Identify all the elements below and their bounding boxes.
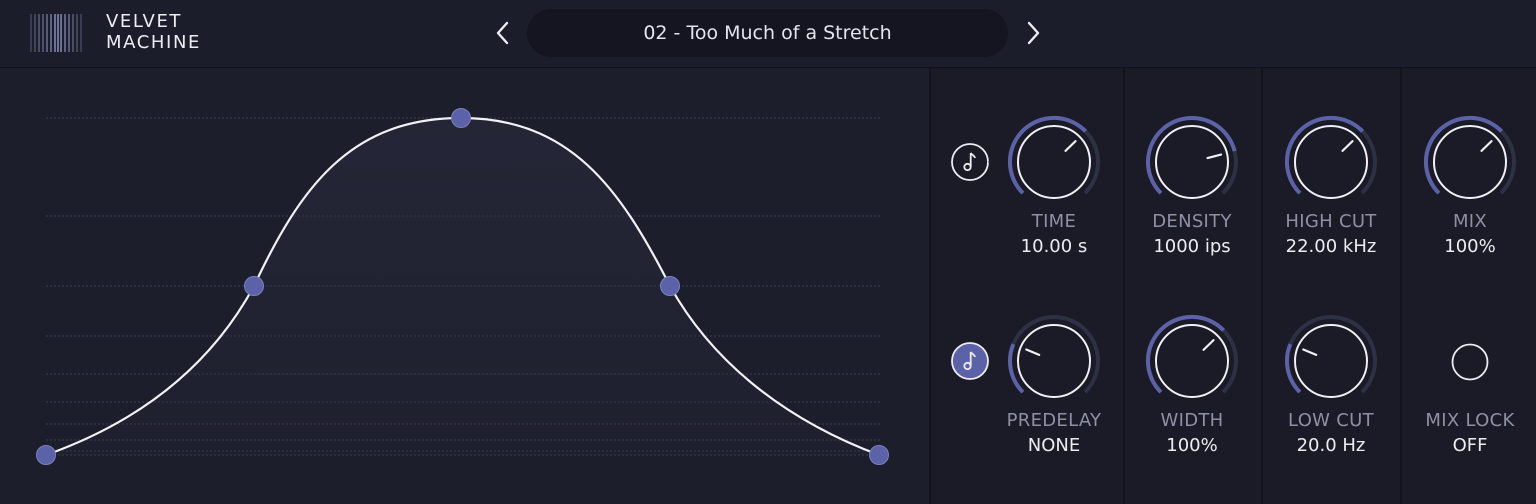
knob-body [1017,125,1091,199]
envelope-editor[interactable] [0,68,929,504]
time-sync-button[interactable] [950,142,990,182]
column-divider [929,68,931,504]
knob-pointer [1025,348,1041,356]
controls-panel: TIME 10.00 s DENSITY 1000 ips HIGH CUT 2… [929,68,1536,504]
low-cut-label: LOW CUT [1288,410,1374,431]
density-label: DENSITY [1152,211,1232,232]
time-label: TIME [1031,211,1077,232]
knob-pointer [1202,339,1215,351]
mix-label: MIX [1452,211,1488,232]
mix-lock-toggle[interactable] [1450,342,1490,382]
predelay-value: NONE [1027,435,1081,456]
envelope-point-5[interactable] [869,445,889,465]
knob-body [1155,125,1229,199]
next-preset-button[interactable] [1018,18,1048,48]
high-cut-label: HIGH CUT [1285,211,1377,232]
mix-lock-value: OFF [1452,435,1488,456]
knob-body [1155,324,1229,398]
knob-body [1294,324,1368,398]
mix-knob[interactable] [1422,114,1518,210]
column-divider [1123,68,1125,504]
envelope-point-2[interactable] [244,276,264,296]
envelope-point-3[interactable] [451,108,471,128]
density-value: 1000 ips [1153,236,1231,257]
knob-pointer [1302,348,1318,356]
knob-body [1294,125,1368,199]
knob-body [1433,125,1507,199]
knob-pointer [1480,140,1493,152]
preset-name: 02 - Too Much of a Stretch [643,22,892,44]
density-knob[interactable] [1144,114,1240,210]
high-cut-value: 22.00 kHz [1285,236,1377,257]
app-name-line1: VELVET [106,11,183,32]
low-cut-knob[interactable] [1283,313,1379,409]
column-divider [1400,68,1402,504]
column-divider [1261,68,1263,504]
knob-level-arc [1145,314,1226,394]
width-knob[interactable] [1144,313,1240,409]
knob-level-arc [1423,115,1504,195]
music-note-icon [963,351,976,371]
chevron-left-icon [496,21,509,45]
logo-icon [30,14,82,52]
knob-pointer [1064,140,1077,152]
knob-level-arc [1008,343,1025,394]
mix-value: 100% [1444,236,1496,257]
envelope-point-1[interactable] [36,445,56,465]
knob-body [1017,324,1091,398]
preset-selector[interactable]: 02 - Too Much of a Stretch [527,9,1008,57]
app-name-line2: MACHINE [106,32,201,53]
predelay-sync-button[interactable] [950,341,990,381]
app-name: VELVET MACHINE [106,11,201,53]
knob-pointer [1341,140,1354,152]
mix-lock-label: MIX LOCK [1425,410,1515,431]
envelope-fill [46,118,879,455]
predelay-label: PREDELAY [1006,410,1102,431]
knob-level-arc [1285,343,1302,394]
knob-level-arc [1284,115,1365,195]
width-value: 100% [1166,435,1218,456]
knob-level-arc [1007,115,1088,195]
envelope-graph[interactable] [0,68,929,504]
width-label: WIDTH [1160,410,1224,431]
music-note-icon [963,152,976,172]
time-knob[interactable] [1006,114,1102,210]
previous-preset-button[interactable] [488,18,518,48]
predelay-knob[interactable] [1006,313,1102,409]
high-cut-knob[interactable] [1283,114,1379,210]
time-value: 10.00 s [1020,236,1088,257]
knob-pointer [1206,153,1223,160]
envelope-point-4[interactable] [660,276,680,296]
low-cut-value: 20.0 Hz [1296,435,1366,456]
header-bar: VELVET MACHINE 02 - Too Much of a Stretc… [0,0,1536,68]
knob-level-arc [1146,116,1237,195]
chevron-right-icon [1027,21,1040,45]
